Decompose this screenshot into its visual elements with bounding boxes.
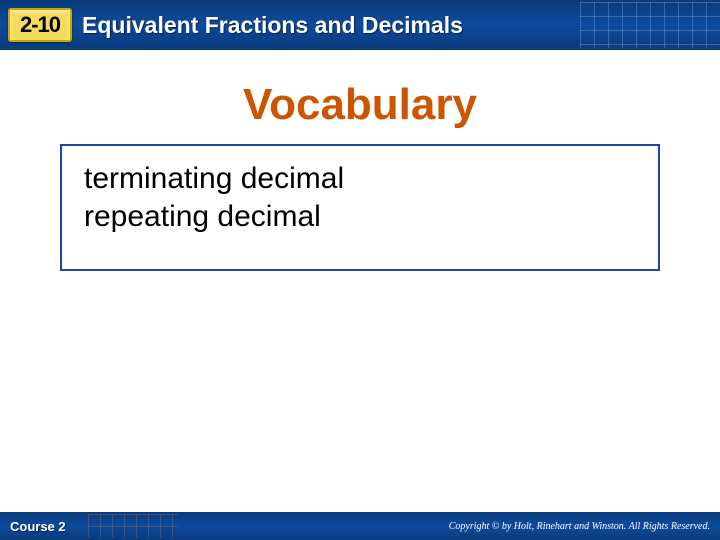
header-bar: 2-10 Equivalent Fractions and Decimals <box>0 0 720 50</box>
slide-content: Vocabulary terminating decimal repeating… <box>0 50 720 301</box>
lesson-number: 2-10 <box>20 12 60 38</box>
footer-grid-decoration <box>88 514 178 538</box>
course-label: Course 2 <box>10 519 66 534</box>
vocabulary-box: terminating decimal repeating decimal <box>60 144 660 271</box>
lesson-number-box: 2-10 <box>8 8 72 42</box>
vocab-item: repeating decimal <box>84 198 636 236</box>
header-grid-decoration <box>580 2 720 48</box>
lesson-title: Equivalent Fractions and Decimals <box>82 12 463 39</box>
vocab-item: terminating decimal <box>84 160 636 198</box>
footer-bar: Course 2 Copyright © by Holt, Rinehart a… <box>0 512 720 540</box>
vocabulary-heading: Vocabulary <box>60 80 660 130</box>
copyright-text: Copyright © by Holt, Rinehart and Winsto… <box>449 521 710 532</box>
